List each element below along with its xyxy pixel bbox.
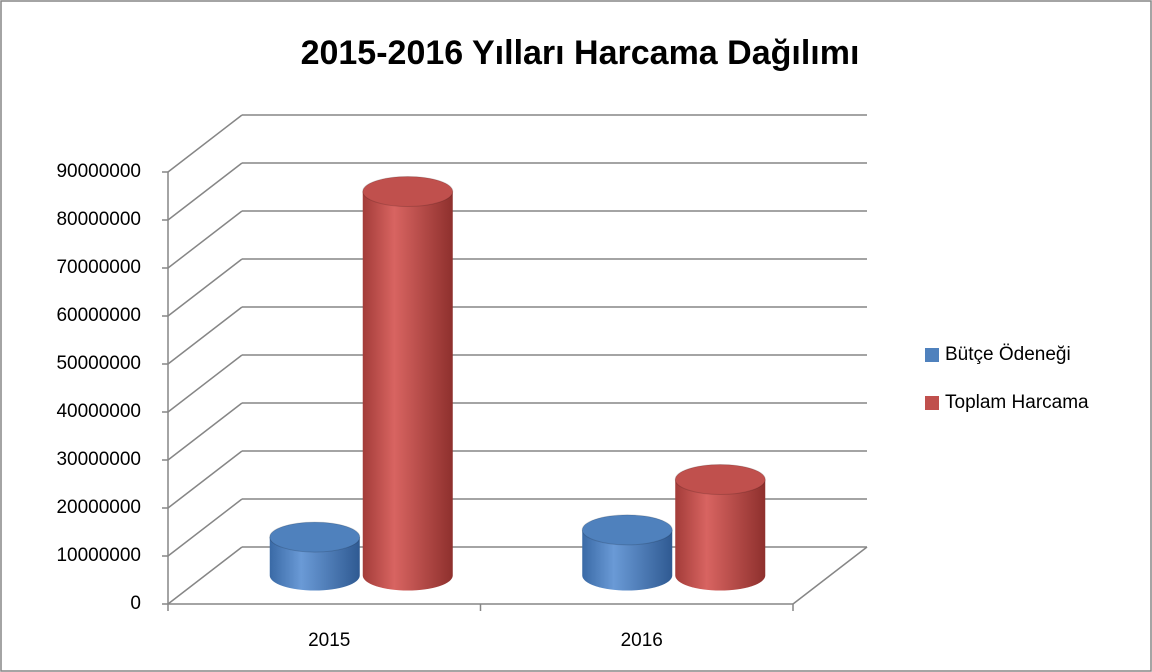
y-tick-label: 40000000 <box>56 401 141 422</box>
cylinder <box>269 521 361 591</box>
grid-line <box>167 402 243 461</box>
legend-swatch <box>925 348 939 362</box>
x-tick-label: 2016 <box>621 630 663 651</box>
grid-line <box>167 450 243 509</box>
y-tick-label: 20000000 <box>56 497 141 518</box>
legend-label: Bütçe Ödeneği <box>945 344 1071 365</box>
y-tick-label: 60000000 <box>56 305 141 326</box>
y-tick-label: 0 <box>130 593 141 614</box>
bar <box>362 191 453 591</box>
y-tick-label: 70000000 <box>56 257 141 278</box>
legend-label: Toplam Harcama <box>945 392 1089 413</box>
bar <box>269 537 360 591</box>
grid-line <box>167 210 243 269</box>
legend-swatch <box>925 396 939 410</box>
grid-line <box>167 258 243 317</box>
cylinder <box>581 514 673 591</box>
bar-top <box>581 514 673 546</box>
y-tick-label: 50000000 <box>56 353 141 374</box>
grid-line <box>167 162 243 221</box>
x-tick-label: 2015 <box>308 630 350 651</box>
grid-line <box>167 306 243 365</box>
cylinder <box>362 176 454 591</box>
bar-top <box>269 521 361 553</box>
bar <box>675 479 766 591</box>
cylinder <box>674 464 766 591</box>
grid-line <box>167 114 243 173</box>
bar <box>582 529 673 591</box>
grid-line <box>167 498 243 557</box>
grid-line <box>167 546 243 605</box>
y-tick-label: 80000000 <box>56 209 141 230</box>
chart-title: 2015-2016 Yılları Harcama Dağılımı <box>301 34 860 72</box>
y-tick-label: 90000000 <box>56 161 141 182</box>
floor-edge <box>792 546 868 605</box>
y-tick-label: 30000000 <box>56 449 141 470</box>
y-tick-label: 10000000 <box>56 545 141 566</box>
bar-top <box>674 464 766 495</box>
grid-line <box>167 354 243 413</box>
bar-top <box>362 176 454 207</box>
